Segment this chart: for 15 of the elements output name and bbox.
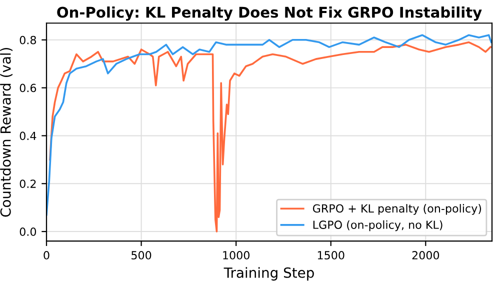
- x-tick-label: 0: [44, 251, 50, 260]
- y-tick-label: 0.6: [20, 84, 36, 92]
- x-tick-label: 1000: [223, 251, 250, 260]
- x-tick-label: 1500: [318, 251, 344, 260]
- y-tick-label: 0.4: [20, 132, 36, 140]
- legend-label: GRPO + KL penalty (on-policy): [312, 204, 482, 215]
- legend-label: LGPO (on-policy, no KL): [313, 220, 442, 232]
- y-tick-label: 0.0: [20, 228, 36, 236]
- x-tick-label: 2000: [412, 251, 440, 260]
- y-tick-label: 0.2: [20, 180, 36, 188]
- x-axis-title: Training Step: [224, 267, 314, 281]
- x-tick-label: 500: [132, 251, 152, 260]
- chart-title: On-Policy: KL Penalty Does Not Fix GRPO Instability: [57, 6, 482, 21]
- y-axis-title: Countdown Reward (val): [0, 48, 12, 217]
- y-tick-label: 0.8: [20, 36, 36, 44]
